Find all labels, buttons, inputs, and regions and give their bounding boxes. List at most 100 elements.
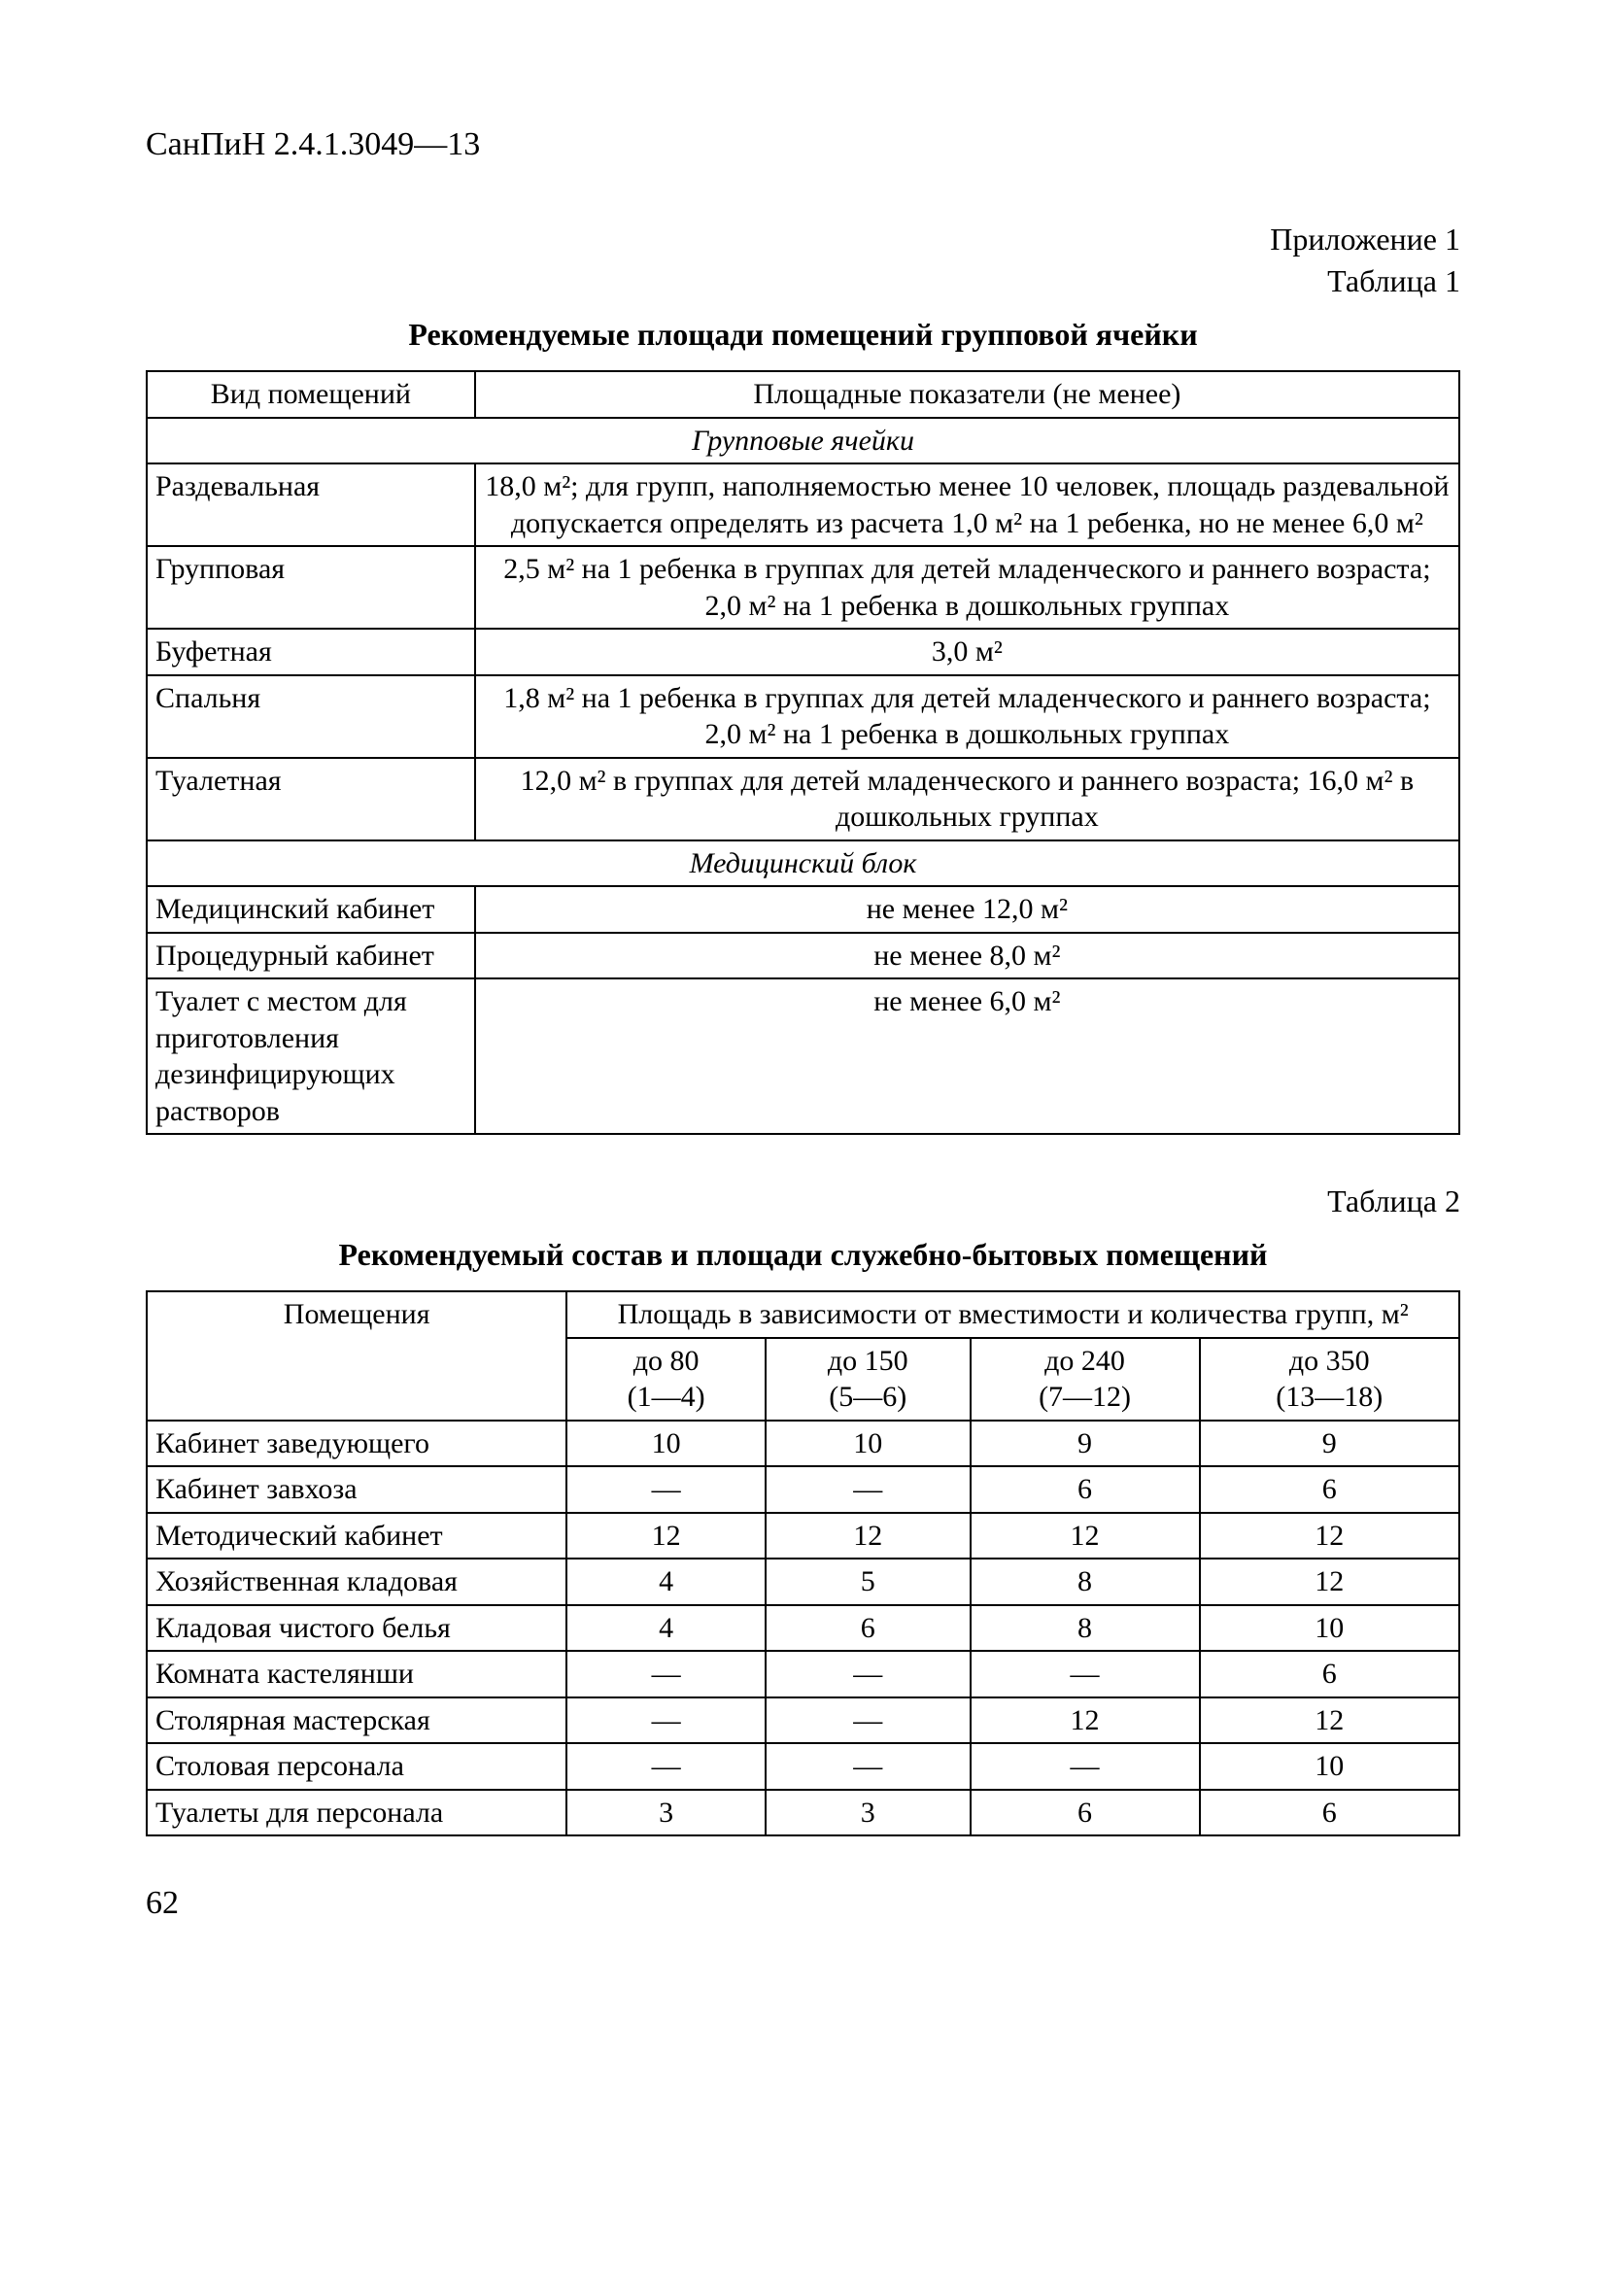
t2-r4-name: Кладовая чистого белья — [147, 1605, 566, 1652]
t2-r6-v3: 12 — [1200, 1697, 1459, 1744]
page-number: 62 — [146, 1885, 1460, 1922]
t2-r4-v2: 8 — [971, 1605, 1200, 1652]
t2-r7-v2: — — [971, 1743, 1200, 1790]
t2-col0: до 80(1—4) — [566, 1338, 766, 1421]
table-row: Кладовая чистого белья 4 6 8 10 — [147, 1605, 1459, 1652]
t2-r4-v3: 10 — [1200, 1605, 1459, 1652]
t2-r8-v1: 3 — [766, 1790, 971, 1836]
table-row: Столовая персонала — — — 10 — [147, 1743, 1459, 1790]
t2-col2-bot: (7—12) — [1039, 1381, 1131, 1413]
table2-title: Рекомендуемый состав и площади служебно-… — [146, 1237, 1460, 1273]
t1-r3-name: Буфетная — [147, 629, 475, 675]
t1-m2-val: не менее 8,0 м² — [475, 933, 1459, 979]
table-row: Медицинский кабинет не менее 12,0 м² — [147, 886, 1459, 933]
t1-m3-val: не менее 6,0 м² — [475, 978, 1459, 1134]
t2-r1-v2: 6 — [971, 1466, 1200, 1513]
t2-r0-v1: 10 — [766, 1421, 971, 1467]
t2-r6-v1: — — [766, 1697, 971, 1744]
t1-r5-name: Туалетная — [147, 758, 475, 840]
t2-r3-name: Хозяйственная кладовая — [147, 1559, 566, 1605]
t2-r8-v3: 6 — [1200, 1790, 1459, 1836]
t1-head-col1: Вид помещений — [147, 371, 475, 418]
t2-r1-name: Кабинет завхоза — [147, 1466, 566, 1513]
t2-col1: до 150 (5—6) — [766, 1338, 971, 1421]
t2-col2: до 240 (7—12) — [971, 1338, 1200, 1421]
page: СанПиН 2.4.1.3049—13 Приложение 1 Таблиц… — [0, 0, 1606, 2296]
t2-r7-v3: 10 — [1200, 1743, 1459, 1790]
t2-r0-v2: 9 — [971, 1421, 1200, 1467]
t1-section1: Групповые ячейки — [147, 418, 1459, 464]
table-row: Методический кабинет 12 12 12 12 — [147, 1513, 1459, 1559]
t2-col1-top: до 150 — [828, 1345, 908, 1377]
table-row: Кабинет заведующего 10 10 9 9 — [147, 1421, 1459, 1467]
t2-r1-v0: — — [566, 1466, 766, 1513]
t1-r2-name: Групповая — [147, 546, 475, 629]
t2-r3-v0: 4 — [566, 1559, 766, 1605]
t1-r4-name: Спальня — [147, 675, 475, 758]
t1-r1-val: 18,0 м²; для групп, наполняемостью менее… — [475, 463, 1459, 546]
t2-col3-top: до 350 — [1289, 1345, 1370, 1377]
t2-r7-v0: — — [566, 1743, 766, 1790]
t1-m1-val: не менее 12,0 м² — [475, 886, 1459, 933]
table-row: Туалетная 12,0 м² в группах для детей мл… — [147, 758, 1459, 840]
t2-r2-name: Методический кабинет — [147, 1513, 566, 1559]
t1-m1-name: Медицинский кабинет — [147, 886, 475, 933]
t2-r8-v2: 6 — [971, 1790, 1200, 1836]
t2-r5-v3: 6 — [1200, 1651, 1459, 1697]
table-row: Процедурный кабинет не менее 8,0 м² — [147, 933, 1459, 979]
t1-r5-val: 12,0 м² в группах для детей младенческог… — [475, 758, 1459, 840]
t1-head-col2: Площадные показатели (не менее) — [475, 371, 1459, 418]
t1-m2-name: Процедурный кабинет — [147, 933, 475, 979]
appendix-label: Приложение 1 — [146, 222, 1460, 257]
t1-r3-val: 3,0 м² — [475, 629, 1459, 675]
t2-r6-name: Столярная мастерская — [147, 1697, 566, 1744]
t2-r0-name: Кабинет заведующего — [147, 1421, 566, 1467]
t2-r2-v3: 12 — [1200, 1513, 1459, 1559]
t2-r8-name: Туалеты для персонала — [147, 1790, 566, 1836]
t2-r6-v0: — — [566, 1697, 766, 1744]
t2-r6-v2: 12 — [971, 1697, 1200, 1744]
t2-r5-v0: — — [566, 1651, 766, 1697]
t2-r2-v2: 12 — [971, 1513, 1200, 1559]
t2-r7-v1: — — [766, 1743, 971, 1790]
table2: Помещения Площадь в зависимости от вмест… — [146, 1290, 1460, 1836]
table-row: Хозяйственная кладовая 4 5 8 12 — [147, 1559, 1459, 1605]
t2-r0-v0: 10 — [566, 1421, 766, 1467]
table-row: Туалет с местом для приготовления дезинф… — [147, 978, 1459, 1134]
t2-col3-bot: (13—18) — [1276, 1381, 1383, 1413]
t2-r8-v0: 3 — [566, 1790, 766, 1836]
t2-r1-v3: 6 — [1200, 1466, 1459, 1513]
t2-col2-top: до 240 — [1044, 1345, 1125, 1377]
t2-r3-v2: 8 — [971, 1559, 1200, 1605]
table-row: Буфетная 3,0 м² — [147, 629, 1459, 675]
t2-col1-bot: (5—6) — [829, 1381, 906, 1413]
t2-r4-v0: 4 — [566, 1605, 766, 1652]
table2-caption: Таблица 2 — [146, 1183, 1460, 1219]
table1-title: Рекомендуемые площади помещений группово… — [146, 317, 1460, 353]
t2-r0-v3: 9 — [1200, 1421, 1459, 1467]
table-row: Групповая 2,5 м² на 1 ребенка в группах … — [147, 546, 1459, 629]
t2-head-group: Площадь в зависимости от вместимости и к… — [566, 1291, 1459, 1338]
t2-col3: до 350 (13—18) — [1200, 1338, 1459, 1421]
t2-r4-v1: 6 — [766, 1605, 971, 1652]
t2-r5-name: Комната кастелянши — [147, 1651, 566, 1697]
t2-r5-v2: — — [971, 1651, 1200, 1697]
t2-col0-bot: (1—4) — [628, 1381, 705, 1413]
t2-r5-v1: — — [766, 1651, 971, 1697]
t2-r3-v1: 5 — [766, 1559, 971, 1605]
table1: Вид помещений Площадные показатели (не м… — [146, 370, 1460, 1135]
t2-r3-v3: 12 — [1200, 1559, 1459, 1605]
t2-head-rowlabel: Помещения — [147, 1291, 566, 1421]
table-row: Спальня 1,8 м² на 1 ребенка в группах дл… — [147, 675, 1459, 758]
table-row: Раздевальная 18,0 м²; для групп, наполня… — [147, 463, 1459, 546]
t1-m3-name: Туалет с местом для приготовления дезинф… — [147, 978, 475, 1134]
t1-r2-val: 2,5 м² на 1 ребенка в группах для детей … — [475, 546, 1459, 629]
table-row: Столярная мастерская — — 12 12 — [147, 1697, 1459, 1744]
table-row: Комната кастелянши — — — 6 — [147, 1651, 1459, 1697]
doc-header: СанПиН 2.4.1.3049—13 — [146, 126, 1460, 163]
t1-r4-val: 1,8 м² на 1 ребенка в группах для детей … — [475, 675, 1459, 758]
t2-r2-v1: 12 — [766, 1513, 971, 1559]
table-row: Кабинет завхоза — — 6 6 — [147, 1466, 1459, 1513]
table-row: Туалеты для персонала 3 3 6 6 — [147, 1790, 1459, 1836]
t2-r7-name: Столовая персонала — [147, 1743, 566, 1790]
